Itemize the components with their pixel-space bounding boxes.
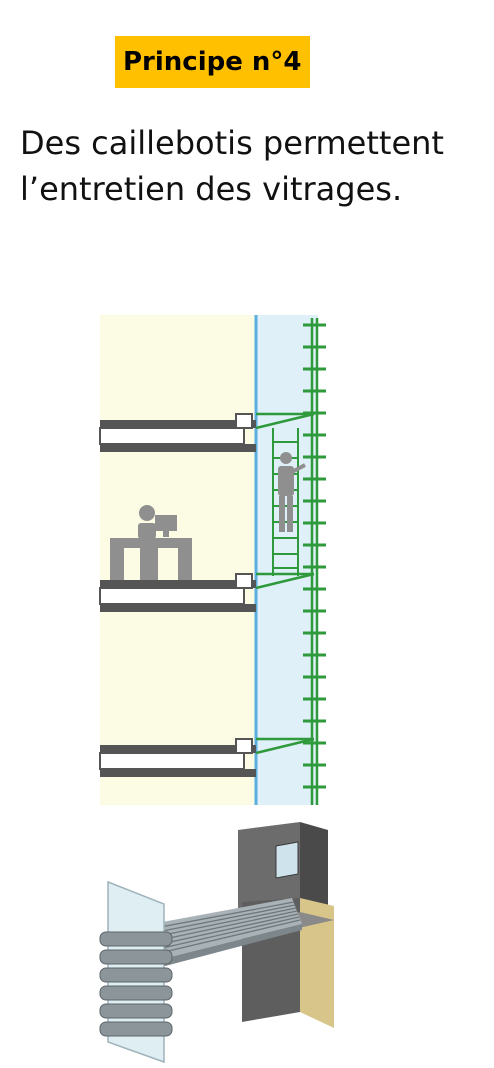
grating-column: [303, 318, 326, 805]
office-worker-icon: [110, 505, 192, 580]
floor-slab-2: [99, 573, 256, 612]
walkway-bracket-1: [255, 412, 315, 430]
walkway-bracket-2: [255, 572, 315, 590]
description-line-1: Des caillebotis permettent: [20, 124, 444, 162]
maintenance-worker-icon: [278, 452, 306, 532]
ladder: [272, 428, 299, 576]
grating-walkway-detail: [99, 822, 334, 1064]
walkway-bracket-3: [255, 737, 315, 755]
grating-walkway: [130, 898, 302, 970]
double-skin-cavity: [254, 315, 318, 805]
heading-badge: Principe n°4: [115, 36, 310, 88]
description-line-2: l’entretien des vitrages.: [20, 170, 403, 208]
floor-slab-1: [99, 413, 256, 452]
louvre-blades: [99, 931, 173, 1037]
heading: Principe n°4: [123, 47, 302, 77]
facade-section-diagram: [99, 315, 326, 805]
description: Des caillebotis permettent l’entretien d…: [20, 120, 490, 212]
floor-slab-3: [99, 738, 256, 777]
